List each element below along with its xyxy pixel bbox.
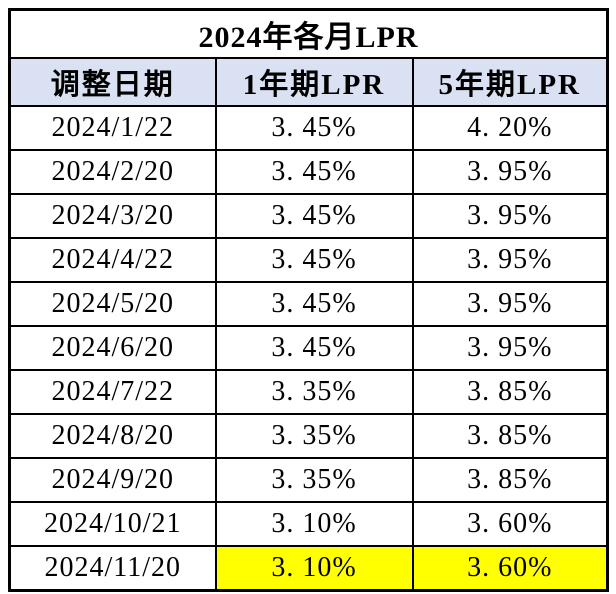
header-lpr-1y: 1年期LPR <box>214 57 414 107</box>
cell-date: 2024/9/20 <box>8 457 217 503</box>
table-row: 2024/10/21 3. 10% 3. 60% <box>8 501 609 547</box>
table-row: 2024/2/20 3. 45% 3. 95% <box>8 149 609 195</box>
cell-date: 2024/10/21 <box>8 501 217 547</box>
cell-lpr-5y: 3. 85% <box>411 413 609 459</box>
cell-lpr-1y: 3. 45% <box>214 281 414 327</box>
cell-lpr-1y: 3. 45% <box>214 325 414 371</box>
cell-date: 2024/7/22 <box>8 369 217 415</box>
table-row: 2024/6/20 3. 45% 3. 95% <box>8 325 609 371</box>
table-title: 2024年各月LPR <box>8 8 609 59</box>
cell-lpr-1y: 3. 10% <box>214 501 414 547</box>
lpr-table: 2024年各月LPR 调整日期 1年期LPR 5年期LPR 2024/1/22 … <box>8 8 609 592</box>
cell-date: 2024/6/20 <box>8 325 217 371</box>
cell-lpr-5y: 3. 95% <box>411 325 609 371</box>
table-row-highlighted: 2024/11/20 3. 10% 3. 60% <box>8 545 609 592</box>
cell-lpr-5y: 3. 95% <box>411 149 609 195</box>
table-row: 2024/5/20 3. 45% 3. 95% <box>8 281 609 327</box>
table-row: 2024/9/20 3. 35% 3. 85% <box>8 457 609 503</box>
table-row: 2024/4/22 3. 45% 3. 95% <box>8 237 609 283</box>
cell-lpr-1y: 3. 45% <box>214 105 414 151</box>
cell-lpr-1y: 3. 35% <box>214 457 414 503</box>
title-row: 2024年各月LPR <box>8 8 609 59</box>
header-adjust-date: 调整日期 <box>8 57 217 107</box>
header-row: 调整日期 1年期LPR 5年期LPR <box>8 57 609 107</box>
table-row: 2024/1/22 3. 45% 4. 20% <box>8 105 609 151</box>
cell-lpr-5y: 3. 95% <box>411 193 609 239</box>
cell-lpr-5y: 3. 85% <box>411 369 609 415</box>
cell-date: 2024/5/20 <box>8 281 217 327</box>
cell-lpr-1y: 3. 35% <box>214 413 414 459</box>
cell-lpr-1y: 3. 45% <box>214 237 414 283</box>
cell-date: 2024/4/22 <box>8 237 217 283</box>
cell-lpr-5y-highlighted: 3. 60% <box>411 545 609 592</box>
cell-date: 2024/1/22 <box>8 105 217 151</box>
cell-date: 2024/11/20 <box>8 545 217 592</box>
header-lpr-5y: 5年期LPR <box>411 57 609 107</box>
cell-lpr-5y: 3. 85% <box>411 457 609 503</box>
cell-lpr-1y: 3. 35% <box>214 369 414 415</box>
cell-date: 2024/2/20 <box>8 149 217 195</box>
cell-lpr-1y: 3. 45% <box>214 149 414 195</box>
cell-lpr-1y: 3. 45% <box>214 193 414 239</box>
cell-lpr-5y: 3. 95% <box>411 281 609 327</box>
cell-lpr-5y: 4. 20% <box>411 105 609 151</box>
cell-date: 2024/8/20 <box>8 413 217 459</box>
table-row: 2024/7/22 3. 35% 3. 85% <box>8 369 609 415</box>
cell-date: 2024/3/20 <box>8 193 217 239</box>
cell-lpr-5y: 3. 60% <box>411 501 609 547</box>
cell-lpr-1y-highlighted: 3. 10% <box>214 545 414 592</box>
table-row: 2024/3/20 3. 45% 3. 95% <box>8 193 609 239</box>
table-row: 2024/8/20 3. 35% 3. 85% <box>8 413 609 459</box>
cell-lpr-5y: 3. 95% <box>411 237 609 283</box>
